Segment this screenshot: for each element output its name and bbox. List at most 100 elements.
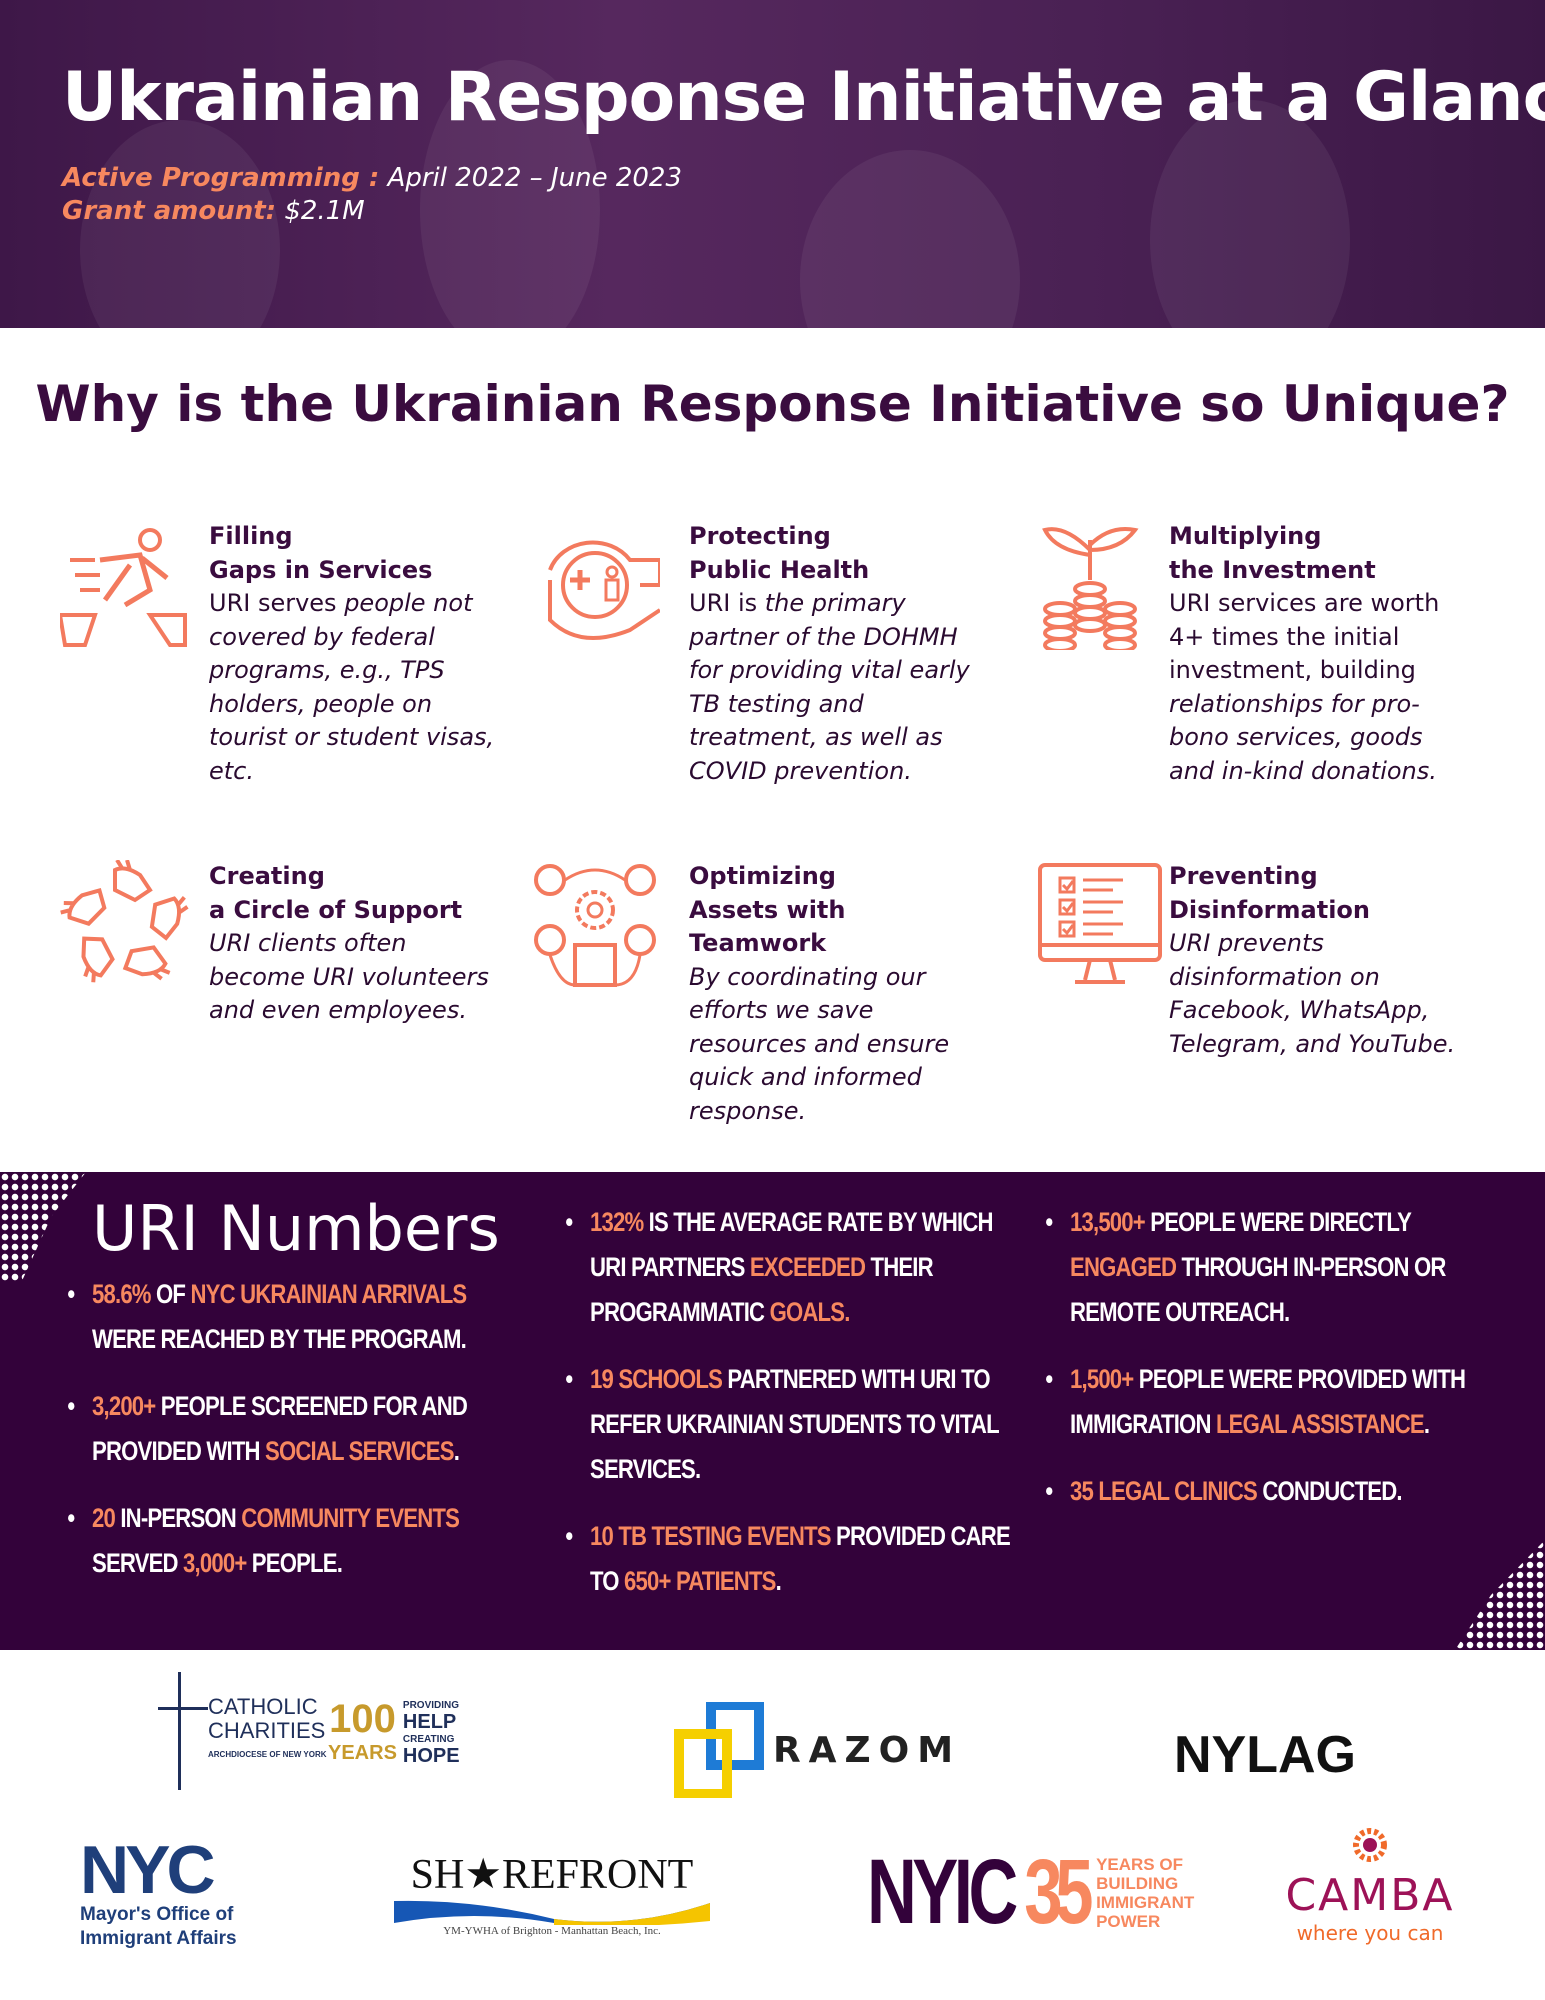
stat-text: is the average rate by which URI partner… [590, 1207, 994, 1282]
catholic-sub: ARCHDIOCESE OF NEW YORK [208, 1750, 327, 1759]
stat-item: 10 TB testing events provided care to 65… [565, 1514, 1016, 1604]
feature-subtitle: a Circle of Support [209, 895, 463, 924]
stat-text: through in-person or remote outreach. [1070, 1252, 1446, 1327]
page-title: Ukrainian Response Initiative at a Glanc… [62, 58, 1545, 137]
razom-text: RAZOM [772, 1729, 962, 1771]
feature-subtitle: Assets with Teamwork [689, 895, 846, 958]
stat-text: people. [246, 1548, 343, 1578]
numbers-column: 132% is the average rate by which URI pa… [565, 1200, 1016, 1626]
header-banner: Ukrainian Response Initiative at a Glanc… [0, 0, 1545, 328]
stat-highlight: 19 schools [590, 1364, 723, 1394]
shorefront-logo: SH★REFRONT YM-YWHA of Brighton - Manhatt… [392, 1845, 712, 1940]
feature-text-emphasis: people not covered by federal programs, … [209, 589, 495, 785]
stat-text: provided care to [590, 1521, 1011, 1596]
feature-title: Multiplying [1169, 522, 1322, 550]
feature-subtitle: Disinformation [1169, 895, 1370, 924]
nyic-text: NYIC [866, 1841, 1018, 1943]
stat-highlight: legal assistance [1215, 1409, 1425, 1439]
feature-text: URI serves [209, 589, 345, 617]
tag: HOPE [402, 1745, 460, 1767]
stat-text: served [92, 1548, 184, 1578]
stat-highlight: engaged [1070, 1252, 1177, 1282]
stat-text: people were provided with immigration [1070, 1364, 1466, 1439]
catholic-charities-logo: CATHOLIC CHARITIES ARCHDIOCESE OF NEW YOR… [158, 1672, 508, 1790]
tag: CREATING [402, 1734, 455, 1745]
shorefront-sub: YM-YWHA of Brighton - Manhattan Beach, I… [443, 1924, 661, 1937]
stat-highlight: 132% [590, 1207, 644, 1237]
circle-of-hands-icon [60, 860, 189, 983]
stat-highlight: 10 TB testing events [590, 1521, 832, 1551]
stat-text: of [150, 1279, 191, 1309]
grant-label: Grant amount: [62, 196, 277, 226]
programming-label: Active Programming : [62, 163, 380, 193]
dots-decoration [0, 1172, 86, 1282]
catholic-name: CATHOLIC CHARITIES [208, 1694, 326, 1743]
tag: PROVIDING [402, 1700, 460, 1711]
stat-item: 3,200+ people screened for and provided … [67, 1384, 518, 1474]
feature-title: Creating [209, 862, 325, 890]
nyic-35: 35 [1024, 1841, 1093, 1943]
stat-highlight: social services [265, 1436, 454, 1466]
stat-highlight: NYC Ukrainian arrivals [190, 1279, 467, 1309]
camba-text: CAMBA [1285, 1869, 1455, 1921]
stat-text: people were directly [1144, 1207, 1411, 1237]
nylag-logo: NYLAG [1150, 1720, 1380, 1790]
stat-highlight: 3,200+ [92, 1391, 156, 1421]
stat-item: 19 schools partnered with URI to refer U… [565, 1357, 1016, 1492]
stat-text: . [775, 1566, 782, 1596]
nyc-moia-logo: NYC Mayor's Office of Immigrant Affairs [80, 1834, 270, 1954]
sun-icon [1353, 1827, 1387, 1862]
cross-icon [158, 1672, 208, 1790]
stat-highlight: 58.6% [92, 1279, 151, 1309]
header-meta: Active Programming : April 2022 – June 2… [62, 162, 682, 228]
nyic-logo: NYIC 35 YEARS OF BUILDING IMMIGRANT POWE… [822, 1841, 1194, 1943]
wave-icon [394, 1900, 710, 1925]
stat-text: in-person [114, 1503, 242, 1533]
numbers-column: 58.6% of NYC Ukrainian arrivals were rea… [67, 1272, 518, 1608]
razom-logo: RAZOM [672, 1702, 962, 1798]
nyic-tag: YEARS OF BUILDING IMMIGRANT POWER [1096, 1854, 1195, 1931]
stat-text: people screened for and provided with [92, 1391, 468, 1466]
feature-text-emphasis: the primary partner of the DOHMH for pro… [689, 589, 970, 785]
feature-text-emphasis: By coordinating our efforts we save reso… [689, 962, 950, 1125]
stat-highlight: 20 [92, 1503, 116, 1533]
catholic-years: YEARS [328, 1742, 397, 1764]
stat-item: 20 in-person community events served 3,0… [67, 1496, 518, 1586]
feature-subtitle: Gaps in Services [209, 555, 433, 584]
stat-item: 1,500+ people were provided with immigra… [1045, 1357, 1496, 1447]
stat-highlight: 1,500+ [1070, 1364, 1134, 1394]
stat-highlight: 35 legal clinics [1070, 1476, 1258, 1506]
feature-title: Protecting [689, 522, 831, 550]
feature-title: Filling [209, 522, 293, 550]
shorefront-text: SH★REFRONT [410, 1851, 694, 1898]
feature-title: Preventing [1169, 862, 1318, 890]
stat-highlight: 650+ patients [624, 1566, 776, 1596]
catholic-100: 100 [329, 1697, 396, 1741]
stat-item: 35 legal clinics conducted. [1045, 1469, 1496, 1514]
numbers-title: URI Numbers [92, 1192, 500, 1265]
feature-subtitle: the Investment [1169, 555, 1376, 584]
stat-highlight: goals. [769, 1297, 851, 1327]
stat-item: 132% is the average rate by which URI pa… [565, 1200, 1016, 1335]
stat-text: conducted. [1256, 1476, 1402, 1506]
coins-plant-icon [1042, 527, 1139, 650]
grant-value: $2.1M [284, 196, 365, 226]
stat-highlight: exceeded [749, 1252, 866, 1282]
stat-highlight: 3,000+ [183, 1548, 247, 1578]
programming-value: April 2022 – June 2023 [387, 163, 683, 193]
stat-highlight: community events [241, 1503, 460, 1533]
feature-subtitle: Public Health [689, 555, 870, 584]
teamwork-assets-icon [534, 864, 656, 987]
running-over-gap-icon [60, 528, 187, 647]
stat-item: 13,500+ people were directly engaged thr… [1045, 1200, 1496, 1335]
feature-text: URI is [689, 589, 765, 617]
stat-text: . [453, 1436, 460, 1466]
stat-highlight: 13,500+ [1070, 1207, 1146, 1237]
stat-text: . [1423, 1409, 1430, 1439]
feature-title: Optimizing [689, 862, 836, 890]
feature-text-emphasis: relationships for pro-bono services, goo… [1169, 689, 1437, 785]
feature-text-emphasis: URI clients often become URI volunteers … [209, 929, 489, 1024]
hand-protecting-health-icon [548, 540, 660, 640]
razom-squares-icon [673, 1702, 764, 1798]
section-heading: Why is the Ukrainian Response Initiative… [35, 375, 1510, 433]
